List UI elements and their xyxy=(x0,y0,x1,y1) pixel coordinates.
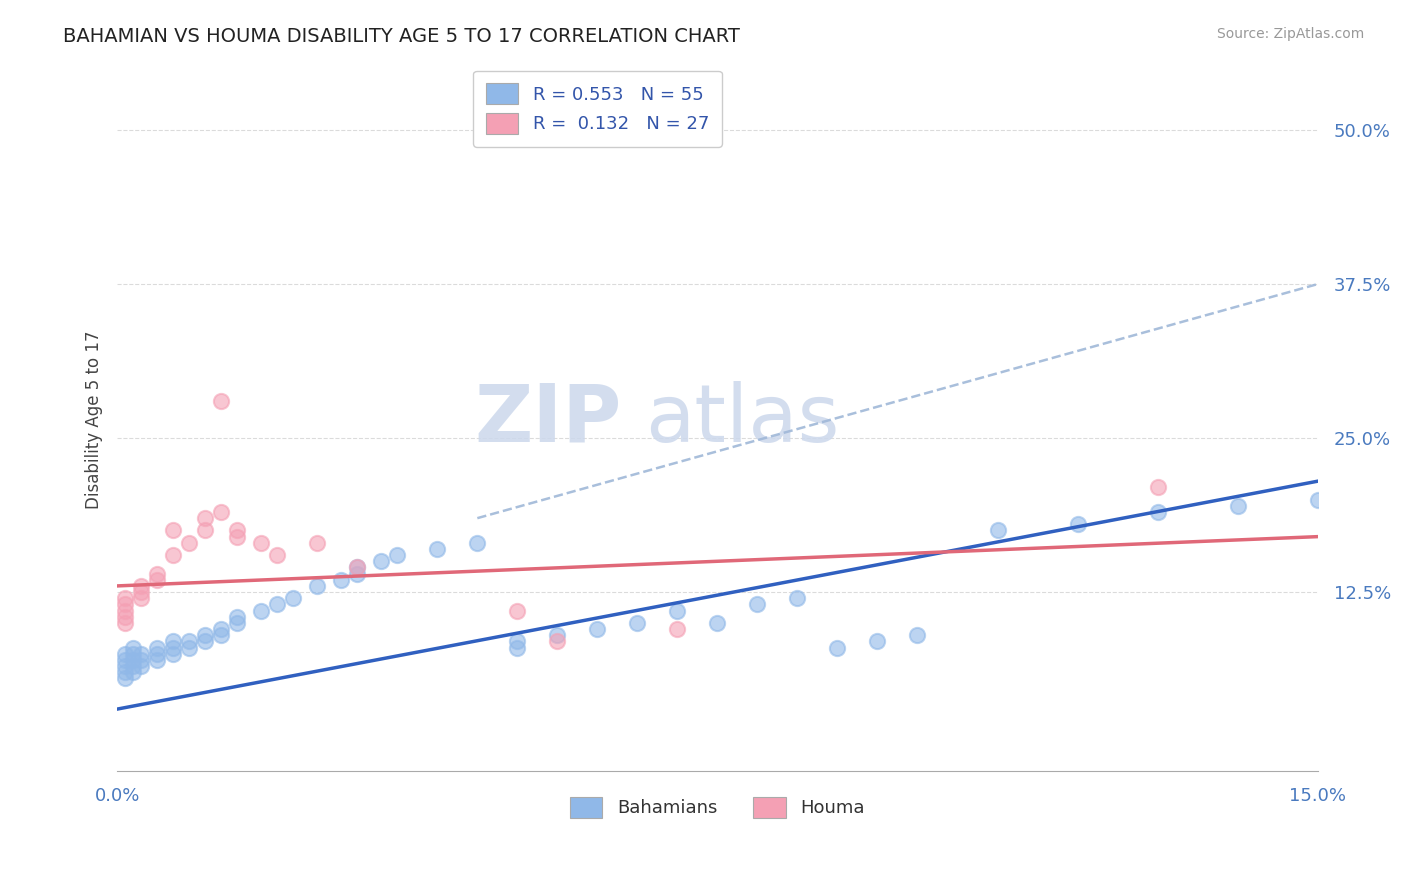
Point xyxy=(209,622,232,636)
Point xyxy=(194,511,217,525)
Point xyxy=(122,665,145,680)
Point xyxy=(209,394,232,409)
Point xyxy=(866,634,889,648)
Point xyxy=(226,524,249,538)
Point xyxy=(226,609,249,624)
Point xyxy=(250,603,273,617)
Point xyxy=(546,628,568,642)
Point xyxy=(129,591,152,606)
Point xyxy=(1146,480,1168,494)
Point xyxy=(1306,492,1329,507)
Point xyxy=(907,628,929,642)
Point xyxy=(162,524,184,538)
Point xyxy=(114,609,136,624)
Point xyxy=(114,647,136,661)
Point xyxy=(346,560,368,574)
Point xyxy=(666,622,689,636)
Text: atlas: atlas xyxy=(645,381,839,458)
Point xyxy=(307,579,329,593)
Point xyxy=(747,598,769,612)
Point xyxy=(465,536,488,550)
Point xyxy=(162,640,184,655)
Point xyxy=(586,622,609,636)
Y-axis label: Disability Age 5 to 17: Disability Age 5 to 17 xyxy=(86,330,103,508)
Point xyxy=(114,671,136,685)
Point xyxy=(346,566,368,581)
Point xyxy=(666,603,689,617)
Point xyxy=(1146,505,1168,519)
Point xyxy=(129,579,152,593)
Point xyxy=(1066,517,1088,532)
Point xyxy=(226,530,249,544)
Point xyxy=(1226,499,1249,513)
Text: ZIP: ZIP xyxy=(474,381,621,458)
Point xyxy=(146,573,169,587)
Point xyxy=(114,603,136,617)
Point xyxy=(114,591,136,606)
Point xyxy=(122,640,145,655)
Point xyxy=(194,628,217,642)
Point xyxy=(346,560,368,574)
Point xyxy=(122,647,145,661)
Point xyxy=(122,653,145,667)
Point xyxy=(129,647,152,661)
Point xyxy=(146,647,169,661)
Point xyxy=(179,536,201,550)
Point xyxy=(162,634,184,648)
Point xyxy=(266,548,288,562)
Point xyxy=(179,634,201,648)
Point xyxy=(179,640,201,655)
Point xyxy=(209,628,232,642)
Point xyxy=(129,585,152,599)
Point xyxy=(114,615,136,630)
Point xyxy=(506,640,529,655)
Text: BAHAMIAN VS HOUMA DISABILITY AGE 5 TO 17 CORRELATION CHART: BAHAMIAN VS HOUMA DISABILITY AGE 5 TO 17… xyxy=(63,27,740,45)
Point xyxy=(626,615,648,630)
Point xyxy=(387,548,409,562)
Point xyxy=(307,536,329,550)
Point xyxy=(330,573,353,587)
Point xyxy=(114,665,136,680)
Text: Source: ZipAtlas.com: Source: ZipAtlas.com xyxy=(1216,27,1364,41)
Point xyxy=(162,548,184,562)
Point xyxy=(129,659,152,673)
Point xyxy=(122,659,145,673)
Point xyxy=(266,598,288,612)
Point xyxy=(146,640,169,655)
Point xyxy=(114,659,136,673)
Point xyxy=(986,524,1008,538)
Point xyxy=(226,615,249,630)
Point xyxy=(250,536,273,550)
Point xyxy=(194,524,217,538)
Point xyxy=(546,634,568,648)
Point xyxy=(146,566,169,581)
Point xyxy=(786,591,808,606)
Point xyxy=(114,653,136,667)
Point xyxy=(283,591,305,606)
Point xyxy=(146,653,169,667)
Point xyxy=(194,634,217,648)
Legend: Bahamians, Houma: Bahamians, Houma xyxy=(562,789,872,825)
Point xyxy=(209,505,232,519)
Point xyxy=(706,615,728,630)
Point xyxy=(162,647,184,661)
Point xyxy=(827,640,849,655)
Point xyxy=(506,603,529,617)
Point xyxy=(114,598,136,612)
Point xyxy=(426,541,449,556)
Point xyxy=(506,634,529,648)
Point xyxy=(129,653,152,667)
Point xyxy=(370,554,392,568)
